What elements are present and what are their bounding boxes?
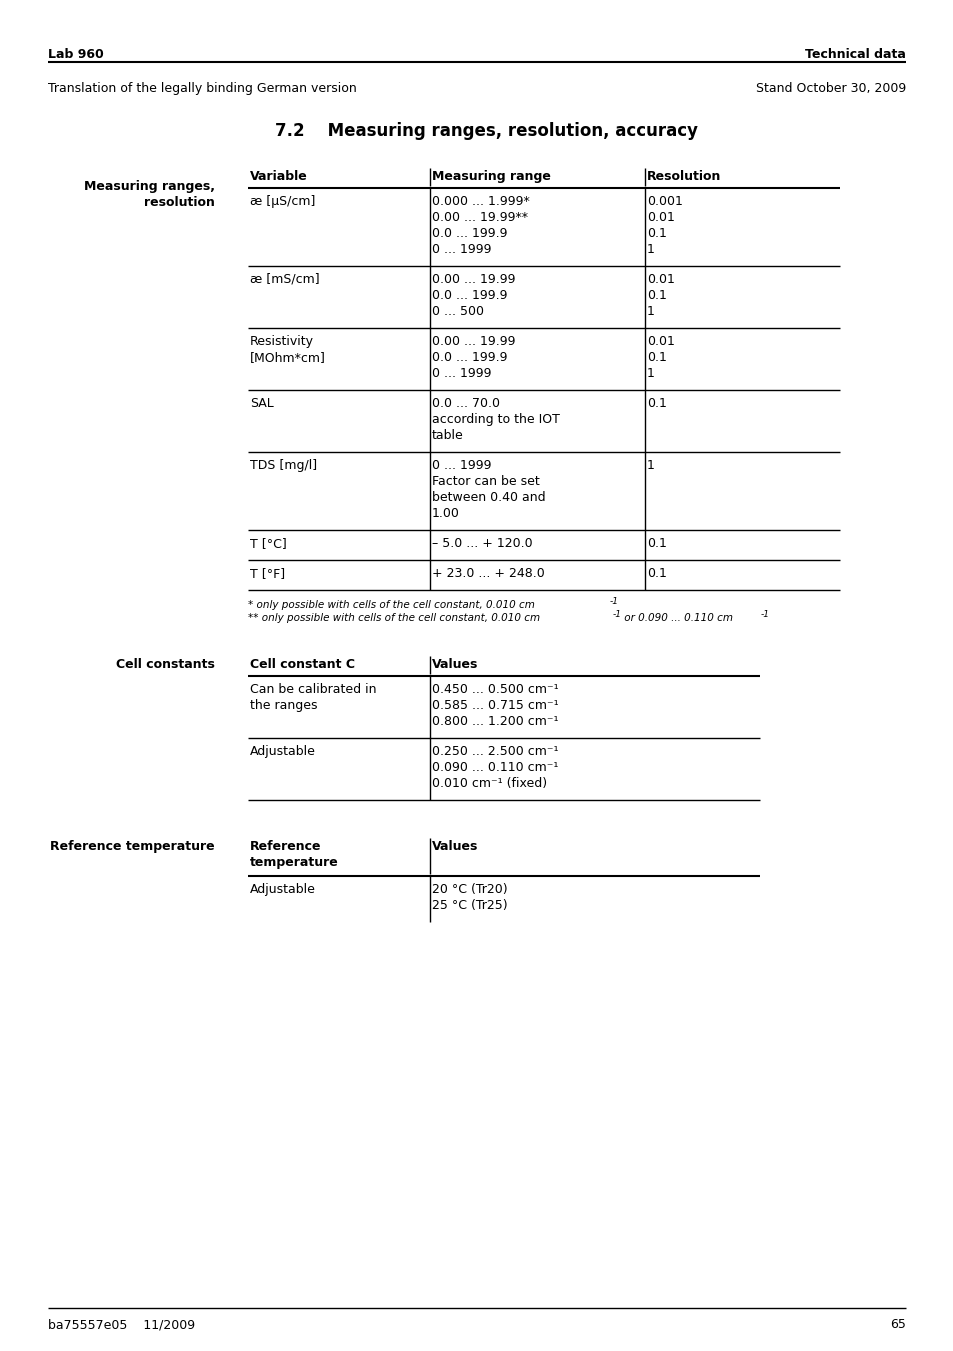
- Text: between 0.40 and: between 0.40 and: [432, 490, 545, 504]
- Text: ba75557e05    11/2009: ba75557e05 11/2009: [48, 1319, 195, 1331]
- Text: according to the IOT: according to the IOT: [432, 413, 559, 426]
- Text: – 5.0 ... + 120.0: – 5.0 ... + 120.0: [432, 536, 532, 550]
- Text: Factor can be set: Factor can be set: [432, 476, 539, 488]
- Text: the ranges: the ranges: [250, 698, 317, 712]
- Text: [MOhm*cm]: [MOhm*cm]: [250, 351, 326, 363]
- Text: Adjustable: Adjustable: [250, 744, 315, 758]
- Text: æ [μS/cm]: æ [μS/cm]: [250, 195, 315, 208]
- Text: ** only possible with cells of the cell constant, 0.010 cm: ** only possible with cells of the cell …: [248, 613, 539, 623]
- Text: Values: Values: [432, 840, 477, 852]
- Text: SAL: SAL: [250, 397, 274, 409]
- Text: 7.2    Measuring ranges, resolution, accuracy: 7.2 Measuring ranges, resolution, accura…: [274, 122, 698, 141]
- Text: 0.00 ... 19.99: 0.00 ... 19.99: [432, 335, 515, 349]
- Text: Measuring ranges,: Measuring ranges,: [84, 180, 214, 193]
- Text: 0 ... 500: 0 ... 500: [432, 305, 483, 317]
- Text: 0.001: 0.001: [646, 195, 682, 208]
- Text: 0.1: 0.1: [646, 397, 666, 409]
- Text: Can be calibrated in: Can be calibrated in: [250, 684, 376, 696]
- Text: Technical data: Technical data: [804, 49, 905, 61]
- Text: 0 ... 1999: 0 ... 1999: [432, 367, 491, 380]
- Text: 0.1: 0.1: [646, 289, 666, 303]
- Text: 1: 1: [646, 243, 654, 255]
- Text: -1: -1: [609, 597, 618, 607]
- Text: 0.0 ... 70.0: 0.0 ... 70.0: [432, 397, 499, 409]
- Text: 0.585 ... 0.715 cm⁻¹: 0.585 ... 0.715 cm⁻¹: [432, 698, 558, 712]
- Text: 1: 1: [646, 459, 654, 471]
- Text: 0.250 ... 2.500 cm⁻¹: 0.250 ... 2.500 cm⁻¹: [432, 744, 558, 758]
- Text: æ [mS/cm]: æ [mS/cm]: [250, 273, 319, 286]
- Text: Variable: Variable: [250, 170, 308, 182]
- Text: Reference: Reference: [250, 840, 321, 852]
- Text: 0.800 ... 1.200 cm⁻¹: 0.800 ... 1.200 cm⁻¹: [432, 715, 558, 728]
- Text: 1: 1: [646, 367, 654, 380]
- Text: Resolution: Resolution: [646, 170, 720, 182]
- Text: 0 ... 1999: 0 ... 1999: [432, 459, 491, 471]
- Text: resolution: resolution: [144, 196, 214, 209]
- Text: Stand October 30, 2009: Stand October 30, 2009: [755, 82, 905, 95]
- Text: -1: -1: [760, 611, 769, 619]
- Text: -1: -1: [613, 611, 621, 619]
- Text: 0 ... 1999: 0 ... 1999: [432, 243, 491, 255]
- Text: Lab 960: Lab 960: [48, 49, 104, 61]
- Text: 0.1: 0.1: [646, 536, 666, 550]
- Text: 0.00 ... 19.99**: 0.00 ... 19.99**: [432, 211, 527, 224]
- Text: T [°C]: T [°C]: [250, 536, 287, 550]
- Text: 0.010 cm⁻¹ (fixed): 0.010 cm⁻¹ (fixed): [432, 777, 547, 790]
- Text: table: table: [432, 430, 463, 442]
- Text: Reference temperature: Reference temperature: [51, 840, 214, 852]
- Text: Measuring range: Measuring range: [432, 170, 550, 182]
- Text: * only possible with cells of the cell constant, 0.010 cm: * only possible with cells of the cell c…: [248, 600, 535, 611]
- Text: 0.1: 0.1: [646, 567, 666, 580]
- Text: Cell constants: Cell constants: [116, 658, 214, 671]
- Text: 0.01: 0.01: [646, 211, 674, 224]
- Text: 25 °C (Tr25): 25 °C (Tr25): [432, 898, 507, 912]
- Text: 0.0 ... 199.9: 0.0 ... 199.9: [432, 227, 507, 240]
- Text: 0.450 ... 0.500 cm⁻¹: 0.450 ... 0.500 cm⁻¹: [432, 684, 558, 696]
- Text: 0.1: 0.1: [646, 227, 666, 240]
- Text: T [°F]: T [°F]: [250, 567, 285, 580]
- Text: 0.000 ... 1.999*: 0.000 ... 1.999*: [432, 195, 529, 208]
- Text: TDS [mg/l]: TDS [mg/l]: [250, 459, 316, 471]
- Text: Cell constant C: Cell constant C: [250, 658, 355, 671]
- Text: 0.01: 0.01: [646, 273, 674, 286]
- Text: Translation of the legally binding German version: Translation of the legally binding Germa…: [48, 82, 356, 95]
- Text: Adjustable: Adjustable: [250, 884, 315, 896]
- Text: or 0.090 ... 0.110 cm: or 0.090 ... 0.110 cm: [620, 613, 732, 623]
- Text: Resistivity: Resistivity: [250, 335, 314, 349]
- Text: 0.090 ... 0.110 cm⁻¹: 0.090 ... 0.110 cm⁻¹: [432, 761, 558, 774]
- Text: 0.0 ... 199.9: 0.0 ... 199.9: [432, 289, 507, 303]
- Text: 1: 1: [646, 305, 654, 317]
- Text: + 23.0 ... + 248.0: + 23.0 ... + 248.0: [432, 567, 544, 580]
- Text: Values: Values: [432, 658, 477, 671]
- Text: 20 °C (Tr20): 20 °C (Tr20): [432, 884, 507, 896]
- Text: 0.0 ... 199.9: 0.0 ... 199.9: [432, 351, 507, 363]
- Text: 0.1: 0.1: [646, 351, 666, 363]
- Text: 1.00: 1.00: [432, 507, 459, 520]
- Text: 65: 65: [889, 1319, 905, 1331]
- Text: 0.00 ... 19.99: 0.00 ... 19.99: [432, 273, 515, 286]
- Text: temperature: temperature: [250, 857, 338, 869]
- Text: 0.01: 0.01: [646, 335, 674, 349]
